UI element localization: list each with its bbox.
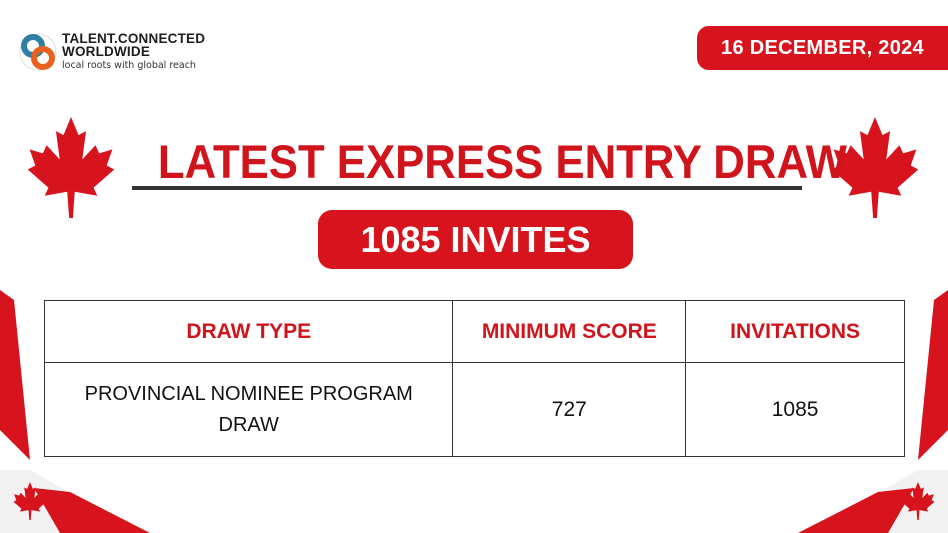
left-bottom-red	[34, 488, 150, 533]
right-bottom-red	[798, 488, 914, 533]
invites-badge: 1085 INVITES	[318, 210, 633, 269]
table-header-row: DRAW TYPE MINIMUM SCORE INVITATIONS	[43, 300, 905, 363]
cell-draw-type: PROVINCIAL NOMINEE PROGRAM DRAW	[43, 362, 454, 457]
draw-table: DRAW TYPE MINIMUM SCORE INVITATIONS PROV…	[43, 300, 905, 457]
page-title: LATEST EXPRESS ENTRY DRAW	[132, 136, 847, 188]
header-minimum-score: MINIMUM SCORE	[452, 300, 687, 363]
table-row: PROVINCIAL NOMINEE PROGRAM DRAW 727 1085	[43, 362, 905, 457]
date-badge: 16 DECEMBER, 2024	[697, 26, 948, 70]
right-red-strip	[918, 290, 948, 460]
cell-invitations: 1085	[685, 362, 905, 457]
brand-name-line2: WORLDWIDE	[62, 44, 151, 59]
brand-tagline: local roots with global reach	[62, 60, 196, 71]
left-red-strip	[0, 290, 30, 460]
header-draw-type: DRAW TYPE	[43, 300, 454, 363]
brand-name-line1: TALENT.CONNECTED	[62, 31, 206, 46]
maple-leaf-icon	[27, 117, 115, 218]
title-underline	[132, 186, 802, 190]
brand-logo: TALENT.CONNECTED WORLDWIDE local roots w…	[62, 32, 205, 71]
cell-minimum-score: 727	[452, 362, 687, 457]
header-invitations: INVITATIONS	[685, 300, 905, 363]
logo-mark	[19, 33, 57, 71]
page-title-text: LATEST EXPRESS ENTRY DRAW	[157, 135, 847, 188]
